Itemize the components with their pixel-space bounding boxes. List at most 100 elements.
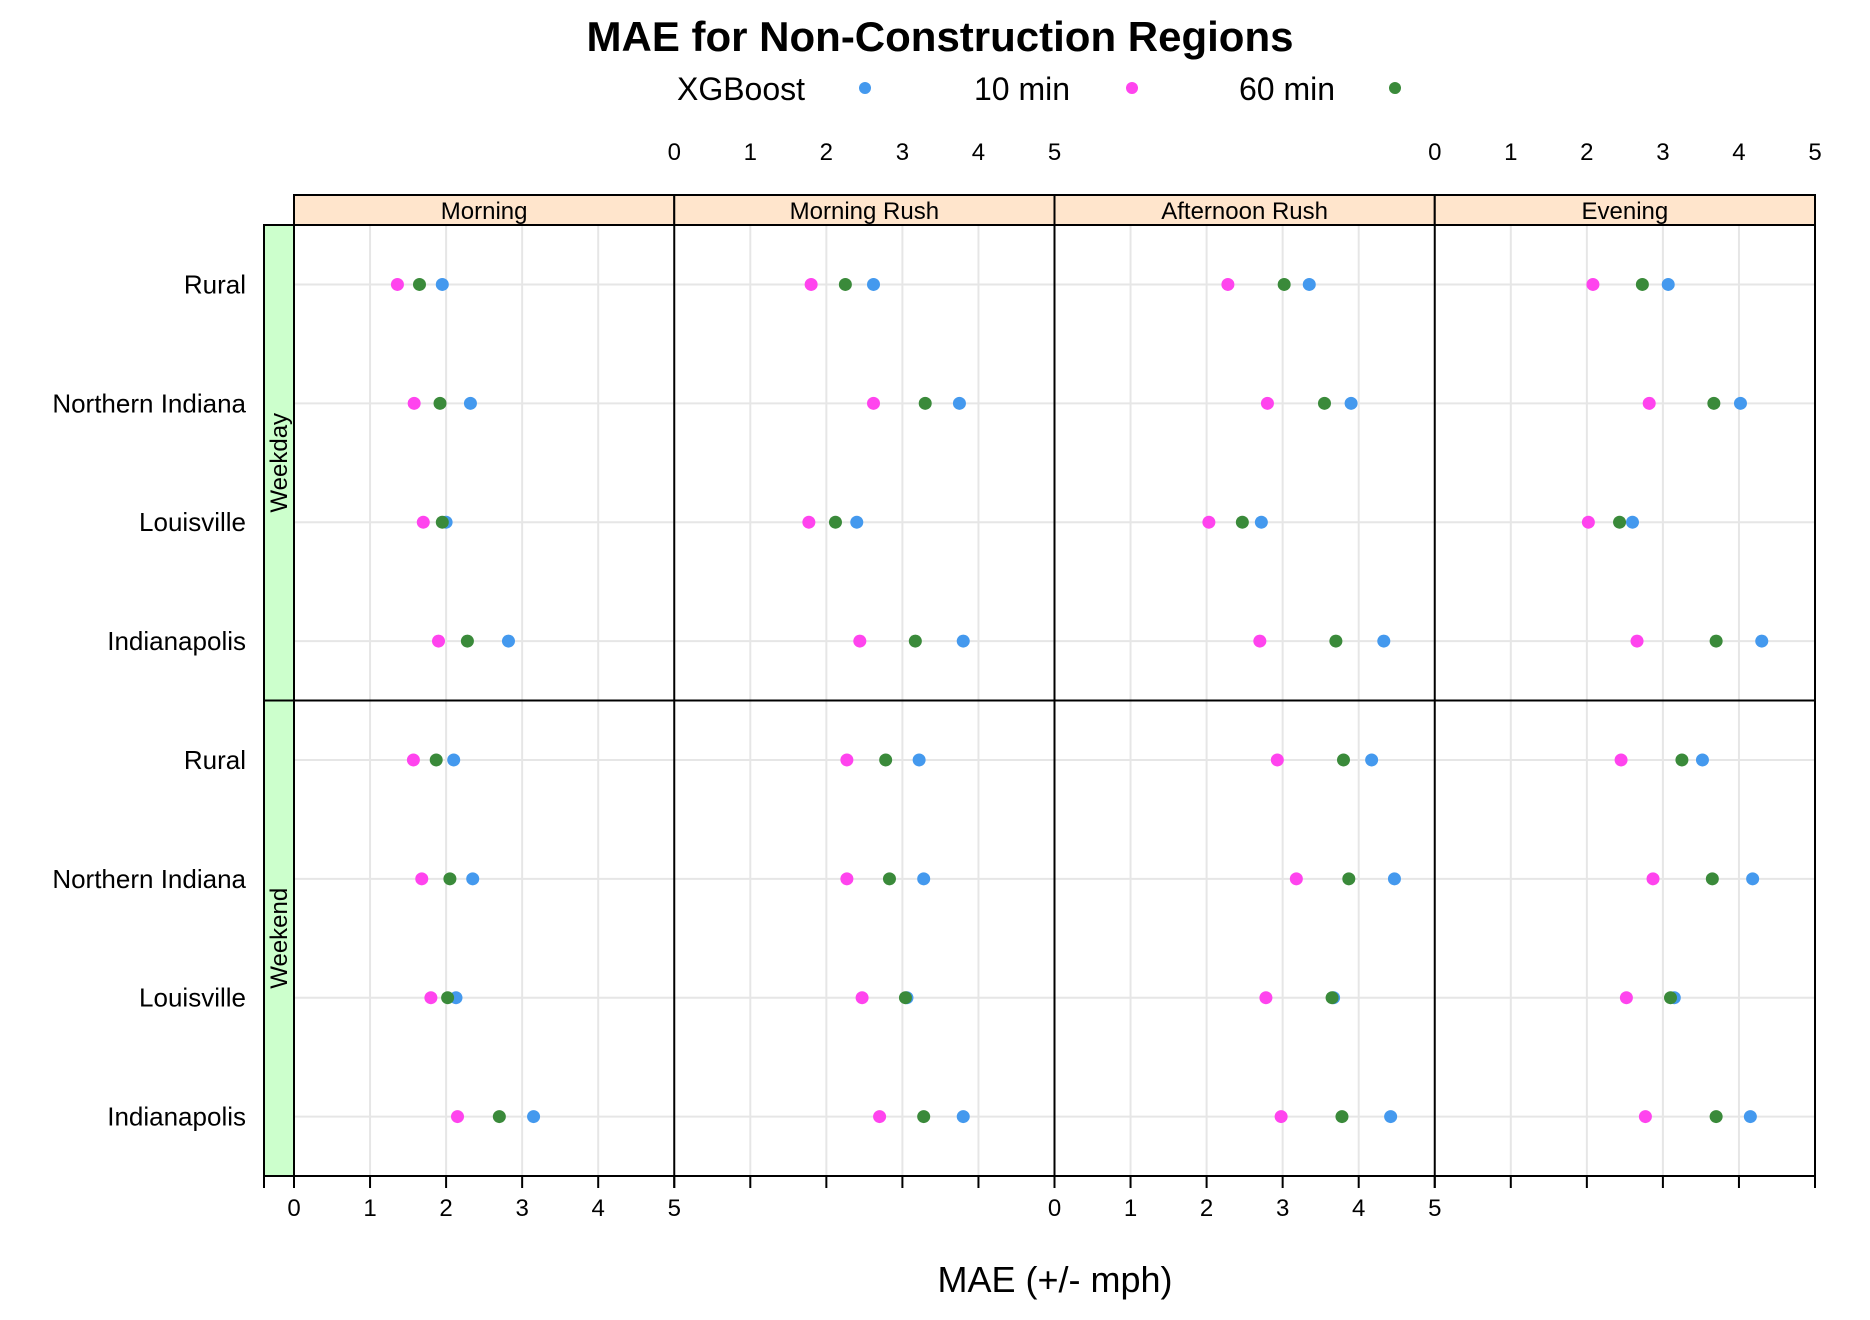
point-weekend-afternoon-rush-rural-xgboost [1365,753,1379,767]
column-strip-label-evening: Evening [1582,198,1669,225]
point-weekday-afternoon-rush-indianapolis-10-min [1253,634,1267,648]
x-tick-label-top: 4 [972,139,985,166]
column-strip-label-afternoon-rush: Afternoon Rush [1161,198,1328,225]
x-tick-label-bottom: 4 [592,1195,605,1222]
point-weekday-afternoon-rush-louisville-60-min [1235,515,1249,529]
x-tick-label-top: 2 [1580,139,1593,166]
point-weekend-afternoon-rush-indianapolis-10-min [1274,1110,1288,1124]
point-weekend-evening-rural-60-min [1675,753,1689,767]
x-tick-label-bottom: 2 [439,1195,452,1222]
point-weekday-morning-louisville-10-min [416,515,430,529]
point-weekday-morning-rush-indianapolis-10-min [853,634,867,648]
column-strip-label-morning: Morning [441,198,528,225]
point-weekday-evening-northern-indiana-10-min [1642,396,1656,410]
point-weekend-morning-rural-60-min [429,753,443,767]
point-weekend-morning-rush-indianapolis-60-min [917,1110,931,1124]
point-weekday-afternoon-rush-louisville-xgboost [1254,515,1268,529]
point-weekend-morning-rush-louisville-10-min [855,991,869,1005]
chart-title: MAE for Non-Construction Regions [587,13,1294,60]
point-weekend-morning-louisville-10-min [424,991,438,1005]
x-tick-label-bottom: 1 [363,1195,376,1222]
x-tick-label-top: 0 [668,139,681,166]
point-weekend-evening-indianapolis-10-min [1638,1110,1652,1124]
point-weekday-afternoon-rush-louisville-10-min [1202,515,1216,529]
x-tick-label-top: 5 [1048,139,1061,166]
point-weekday-evening-indianapolis-xgboost [1755,634,1769,648]
x-axis-label: MAE (+/- mph) [937,1259,1172,1300]
point-weekend-morning-indianapolis-10-min [451,1110,465,1124]
region-label-louisville: Louisville [139,983,246,1013]
point-weekday-afternoon-rush-northern-indiana-60-min [1317,396,1331,410]
point-weekend-morning-rush-rural-60-min [879,753,893,767]
x-tick-label-bottom: 5 [1428,1195,1441,1222]
x-tick-label-bottom: 2 [1200,1195,1213,1222]
point-weekday-morning-rural-60-min [412,277,426,291]
point-weekday-morning-rush-rural-xgboost [867,277,881,291]
point-weekday-afternoon-rush-indianapolis-60-min [1329,634,1343,648]
x-tick-label-top: 4 [1732,139,1745,166]
point-weekday-evening-rural-xgboost [1661,277,1675,291]
point-weekend-morning-rural-xgboost [447,753,461,767]
point-weekend-morning-rush-northern-indiana-10-min [840,872,854,886]
point-weekday-morning-indianapolis-xgboost [501,634,515,648]
column-strip-morning-rush [673,194,1056,226]
point-weekend-afternoon-rush-northern-indiana-60-min [1342,872,1356,886]
point-weekend-morning-louisville-60-min [441,991,455,1005]
point-weekend-morning-rush-louisville-60-min [898,991,912,1005]
x-tick-label-bottom: 4 [1352,1195,1365,1222]
point-weekday-evening-louisville-xgboost [1625,515,1639,529]
point-weekday-evening-indianapolis-60-min [1709,634,1723,648]
column-strip-evening [1433,194,1816,226]
point-weekend-afternoon-rush-indianapolis-60-min [1335,1110,1349,1124]
x-tick-label-bottom: 0 [287,1195,300,1222]
point-weekend-morning-indianapolis-60-min [492,1110,506,1124]
point-weekday-morning-indianapolis-10-min [431,634,445,648]
point-weekend-morning-rush-indianapolis-xgboost [956,1110,970,1124]
point-weekday-evening-rural-10-min [1586,277,1600,291]
legend-label-10-min: 10 min [974,71,1070,107]
point-weekday-morning-northern-indiana-xgboost [463,396,477,410]
row-strip-label-weekday: Weekday [266,413,293,513]
point-weekend-afternoon-rush-northern-indiana-xgboost [1387,872,1401,886]
point-weekday-morning-rush-northern-indiana-60-min [918,396,932,410]
point-weekend-morning-rush-indianapolis-10-min [873,1110,887,1124]
point-weekend-evening-louisville-60-min [1664,991,1678,1005]
point-weekend-morning-rush-rural-10-min [840,753,854,767]
point-weekday-evening-louisville-60-min [1613,515,1627,529]
point-weekday-evening-rural-60-min [1635,277,1649,291]
point-weekend-evening-rural-xgboost [1695,753,1709,767]
point-weekday-morning-northern-indiana-10-min [407,396,421,410]
x-tick-label-top: 1 [744,139,757,166]
point-weekday-morning-rush-rural-60-min [838,277,852,291]
legend-marker-10-min [1126,82,1138,94]
point-weekend-evening-northern-indiana-10-min [1646,872,1660,886]
plot-area: Morning Morning Rush Afternoon Rush Evening… [52,139,1821,1222]
point-weekend-evening-indianapolis-xgboost [1743,1110,1757,1124]
region-label-northern-indiana: Northern Indiana [52,388,246,418]
legend-title: XGBoost [677,71,805,107]
point-weekend-afternoon-rush-louisville-60-min [1325,991,1339,1005]
point-weekday-morning-rush-louisville-10-min [802,515,816,529]
point-weekend-morning-indianapolis-xgboost [527,1110,541,1124]
point-weekday-evening-indianapolis-10-min [1630,634,1644,648]
point-weekday-morning-rural-10-min [390,277,404,291]
x-tick-label-bottom: 5 [668,1195,681,1222]
x-tick-label-bottom: 1 [1124,1195,1137,1222]
column-strip-morning [293,194,676,226]
point-weekday-morning-indianapolis-60-min [460,634,474,648]
point-weekend-evening-rural-10-min [1614,753,1628,767]
point-weekday-evening-northern-indiana-60-min [1707,396,1721,410]
point-weekday-morning-rush-indianapolis-xgboost [956,634,970,648]
point-weekend-morning-rural-10-min [406,753,420,767]
region-label-northern-indiana: Northern Indiana [52,864,246,894]
point-weekday-morning-rush-rural-10-min [804,277,818,291]
x-tick-label-top: 0 [1428,139,1441,166]
point-weekend-afternoon-rush-northern-indiana-10-min [1289,872,1303,886]
point-weekend-evening-northern-indiana-xgboost [1746,872,1760,886]
row-strip-label-weekend: Weekend [266,888,293,989]
point-weekday-afternoon-rush-indianapolis-xgboost [1377,634,1391,648]
point-weekday-afternoon-rush-rural-60-min [1277,277,1291,291]
legend-marker-xgboost [859,82,871,94]
point-weekend-evening-indianapolis-60-min [1709,1110,1723,1124]
